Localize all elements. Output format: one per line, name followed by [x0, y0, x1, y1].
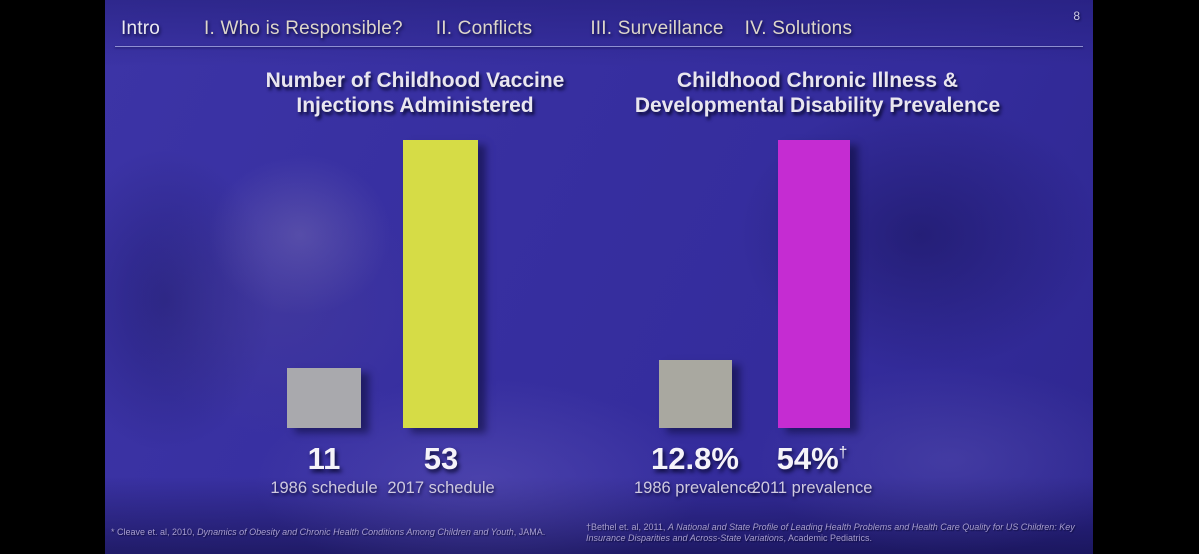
footnote-right-prefix: †Bethel et. al, 2011,: [586, 522, 668, 532]
chart1-value-2017: 53: [371, 441, 511, 477]
chart1-value-2017-text: 53: [423, 441, 459, 476]
nav-divider-line: [115, 46, 1083, 47]
nav-item-solutions[interactable]: IV. Solutions: [744, 18, 853, 39]
chart1-category-2017-schedule: 2017 schedule: [387, 479, 495, 497]
chart1-value-1986: 11: [254, 441, 394, 477]
footnote-left-citation: * Cleave et. al, 2010, Dynamics of Obesi…: [111, 527, 585, 538]
slide-section-nav: Intro I. Who is Responsible? II. Conflic…: [105, 18, 1093, 40]
chart2-value-2011: 54%†: [742, 441, 882, 477]
chart2-category-1986-prevalence: 1986 prevalence: [633, 479, 756, 497]
footnote-left-suffix: , JAMA.: [513, 527, 546, 537]
footnote-left-prefix: * Cleave et. al, 2010,: [111, 527, 198, 537]
chart1-title-line1: Number of Childhood Vaccine: [265, 69, 565, 92]
slide: Intro I. Who is Responsible? II. Conflic…: [105, 0, 1093, 554]
chart2-title: Childhood Chronic Illness & Developmenta…: [630, 68, 1005, 118]
chart2-bar-2011-prevalence: [778, 140, 850, 428]
chart2-title-line1: Childhood Chronic Illness &: [676, 69, 959, 92]
nav-item-surveillance[interactable]: III. Surveillance: [590, 18, 724, 39]
chart1-bar-1986-schedule: [287, 368, 361, 428]
nav-item-intro[interactable]: Intro: [121, 18, 161, 39]
footnote-left-study-title: Dynamics of Obesity and Chronic Health C…: [197, 527, 514, 537]
chart2-title-line2: Developmental Disability Prevalence: [634, 94, 1001, 117]
chart1-value-1986-text: 11: [307, 441, 341, 476]
chart2-value-2011-text: 54%: [776, 441, 839, 476]
chart2-value-1986-text: 12.8%: [651, 441, 739, 476]
chart2-category-2011-prevalence: 2011 prevalence: [751, 479, 873, 497]
chart2-value-1986: 12.8%: [625, 441, 765, 477]
chart2-value-2011-dagger-marker: †: [838, 444, 848, 462]
chart1-category-1986-schedule: 1986 schedule: [270, 479, 378, 497]
footnote-right-suffix: , Academic Pediatrics.: [783, 533, 872, 543]
chart1-title-line2: Injections Administered: [296, 94, 534, 117]
nav-item-who-is-responsible[interactable]: I. Who is Responsible?: [204, 18, 403, 39]
footnote-right-study-title: A National and State Profile of Leading …: [586, 522, 1075, 543]
background-photo-classroom: [105, 0, 1093, 554]
chart2-bar-1986-prevalence: [659, 360, 732, 428]
chart1-bar-2017-schedule: [403, 140, 478, 428]
slide-page-number: 8: [1073, 9, 1080, 23]
chart1-title: Number of Childhood Vaccine Injections A…: [245, 68, 585, 118]
nav-item-conflicts[interactable]: II. Conflicts: [435, 18, 533, 39]
footnote-right-citation: †Bethel et. al, 2011, A National and Sta…: [586, 522, 1086, 544]
